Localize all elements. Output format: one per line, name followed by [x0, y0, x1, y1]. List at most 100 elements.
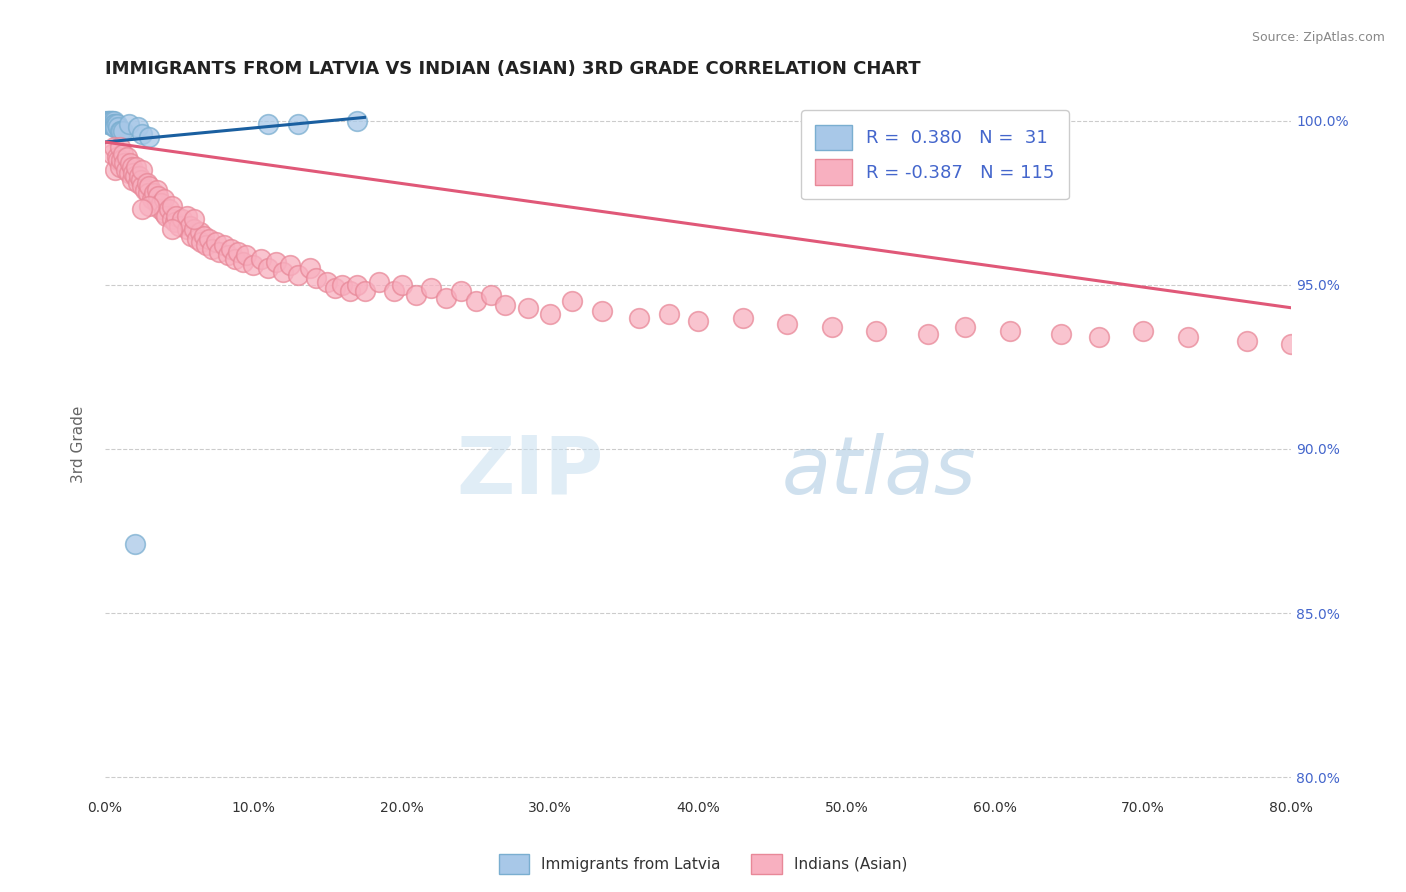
Point: [176, 209, 198, 223]
Point: [249, 252, 271, 266]
Point: [217, 248, 239, 262]
Point: [103, 117, 125, 131]
Point: [917, 327, 939, 342]
Point: [280, 258, 302, 272]
Point: [157, 202, 180, 217]
Point: [163, 215, 186, 229]
Point: [198, 232, 221, 246]
Point: [242, 258, 264, 272]
Point: [176, 222, 198, 236]
Point: [103, 140, 125, 154]
Point: [101, 113, 124, 128]
Point: [464, 294, 486, 309]
Point: [142, 186, 165, 200]
Point: [131, 179, 153, 194]
Point: [136, 186, 159, 200]
Point: [97, 113, 120, 128]
Legend: Immigrants from Latvia, Indians (Asian): Immigrants from Latvia, Indians (Asian): [492, 848, 914, 880]
Point: [98, 113, 121, 128]
Point: [339, 285, 361, 299]
Point: [101, 113, 124, 128]
Point: [865, 324, 887, 338]
Point: [172, 212, 194, 227]
Point: [141, 193, 163, 207]
Point: [1279, 337, 1302, 351]
Point: [953, 320, 976, 334]
Point: [304, 271, 326, 285]
Point: [194, 238, 217, 252]
Point: [112, 156, 135, 170]
Point: [155, 209, 177, 223]
Point: [118, 117, 141, 131]
Point: [224, 252, 246, 266]
Point: [104, 163, 127, 178]
Point: [1132, 324, 1154, 338]
Point: [101, 146, 124, 161]
Point: [103, 120, 125, 135]
Point: [193, 228, 215, 243]
Point: [97, 117, 120, 131]
Point: [405, 287, 427, 301]
Point: [330, 277, 353, 292]
Point: [494, 297, 516, 311]
Point: [107, 153, 129, 167]
Point: [146, 183, 169, 197]
Text: IMMIGRANTS FROM LATVIA VS INDIAN (ASIAN) 3RD GRADE CORRELATION CHART: IMMIGRANTS FROM LATVIA VS INDIAN (ASIAN)…: [105, 60, 921, 78]
Legend: R =  0.380   N =  31, R = -0.387   N = 115: R = 0.380 N = 31, R = -0.387 N = 115: [801, 111, 1069, 200]
Point: [125, 160, 148, 174]
Text: Source: ZipAtlas.com: Source: ZipAtlas.com: [1251, 31, 1385, 45]
Point: [1236, 334, 1258, 348]
Point: [998, 324, 1021, 338]
Point: [183, 222, 205, 236]
Point: [131, 202, 153, 217]
Point: [131, 163, 153, 178]
Point: [165, 209, 187, 223]
Point: [153, 205, 176, 219]
Point: [160, 199, 183, 213]
Point: [101, 117, 124, 131]
Point: [100, 117, 122, 131]
Point: [201, 242, 224, 256]
Point: [108, 140, 131, 154]
Point: [111, 146, 134, 161]
Point: [591, 304, 613, 318]
Point: [450, 285, 472, 299]
Point: [124, 537, 146, 551]
Point: [183, 212, 205, 227]
Point: [323, 281, 346, 295]
Point: [167, 219, 190, 233]
Point: [146, 195, 169, 210]
Point: [346, 113, 368, 128]
Point: [138, 179, 160, 194]
Point: [208, 245, 231, 260]
Point: [101, 117, 124, 131]
Point: [205, 235, 228, 249]
Point: [138, 199, 160, 213]
Point: [298, 261, 321, 276]
Point: [108, 160, 131, 174]
Point: [111, 123, 134, 137]
Point: [100, 113, 122, 128]
Point: [180, 228, 202, 243]
Text: atlas: atlas: [782, 433, 976, 511]
Point: [1050, 327, 1073, 342]
Point: [105, 117, 128, 131]
Point: [219, 242, 242, 256]
Point: [228, 245, 250, 260]
Point: [129, 173, 152, 187]
Point: [820, 320, 842, 334]
Point: [1177, 330, 1199, 344]
Y-axis label: 3rd Grade: 3rd Grade: [72, 405, 86, 483]
Point: [149, 202, 172, 217]
Point: [368, 275, 391, 289]
Point: [110, 123, 132, 137]
Point: [131, 127, 153, 141]
Point: [121, 173, 143, 187]
Point: [160, 222, 183, 236]
Point: [135, 176, 157, 190]
Point: [96, 113, 118, 128]
Point: [98, 113, 121, 128]
Point: [516, 301, 538, 315]
Point: [179, 219, 201, 233]
Point: [121, 160, 143, 174]
